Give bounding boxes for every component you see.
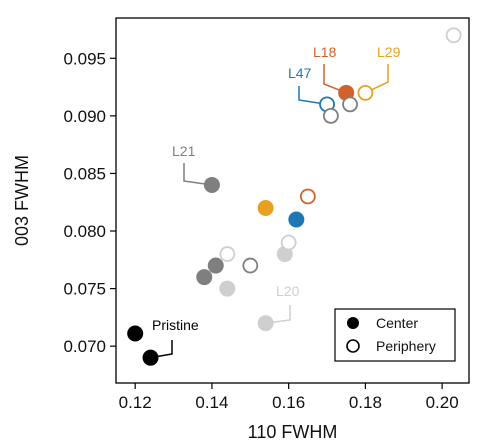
annotation-leader-line [365,64,389,94]
center-data-point [207,257,224,274]
annotation-label: L21 [172,143,196,159]
x-tick-label: 0.20 [426,393,459,412]
center-data-point [288,211,305,228]
annotation-label: L29 [377,44,401,60]
x-tick-label: 0.18 [349,393,382,412]
y-tick-label: 0.080 [63,222,106,241]
center-data-point [142,349,159,366]
center-data-point [219,280,236,297]
legend-center-label: Center [376,315,418,331]
periphery-data-point [299,188,316,205]
periphery-data-point [445,27,462,44]
x-tick-label: 0.12 [119,393,152,412]
annotation-label: L47 [288,65,312,81]
center-data-point [203,176,220,193]
y-tick-label: 0.085 [63,164,106,183]
annotation-leader-line [183,163,213,186]
periphery-data-point [280,234,297,251]
y-tick-label: 0.070 [63,337,106,356]
annotation-leader-line [265,305,291,324]
plot-area-frame [115,17,470,384]
x-tick-label: 0.16 [272,393,305,412]
center-data-point [257,199,274,216]
axis-ticks: 0.12 0.14 0.16 0.18 0.20 0.070 0.075 0.080 0.085… [63,49,458,412]
y-tick-label: 0.095 [63,49,106,68]
x-tick-label: 0.14 [195,393,228,412]
periphery-data-point [342,96,358,113]
legend-periphery-marker [346,339,360,353]
legend-periphery-label: Periphery [376,338,436,354]
annotation-label: L20 [276,283,300,299]
x-axis-title: 110 FWHM [248,422,338,442]
annotation-leader-line [298,86,328,106]
data-points [127,27,462,366]
center-data-point [127,325,144,342]
y-axis-title: 003 FWHM [12,155,32,246]
periphery-data-point [242,257,259,274]
center-data-point [196,269,213,286]
center-data-point [257,315,274,332]
periphery-data-point [322,107,339,124]
annotation-label: L18 [313,44,337,60]
periphery-data-point [357,84,374,101]
periphery-data-point [219,246,236,262]
y-tick-label: 0.075 [63,280,106,299]
annotation-label: Pristine [152,317,199,333]
legend-center-marker [347,317,359,329]
y-tick-label: 0.090 [63,107,106,126]
